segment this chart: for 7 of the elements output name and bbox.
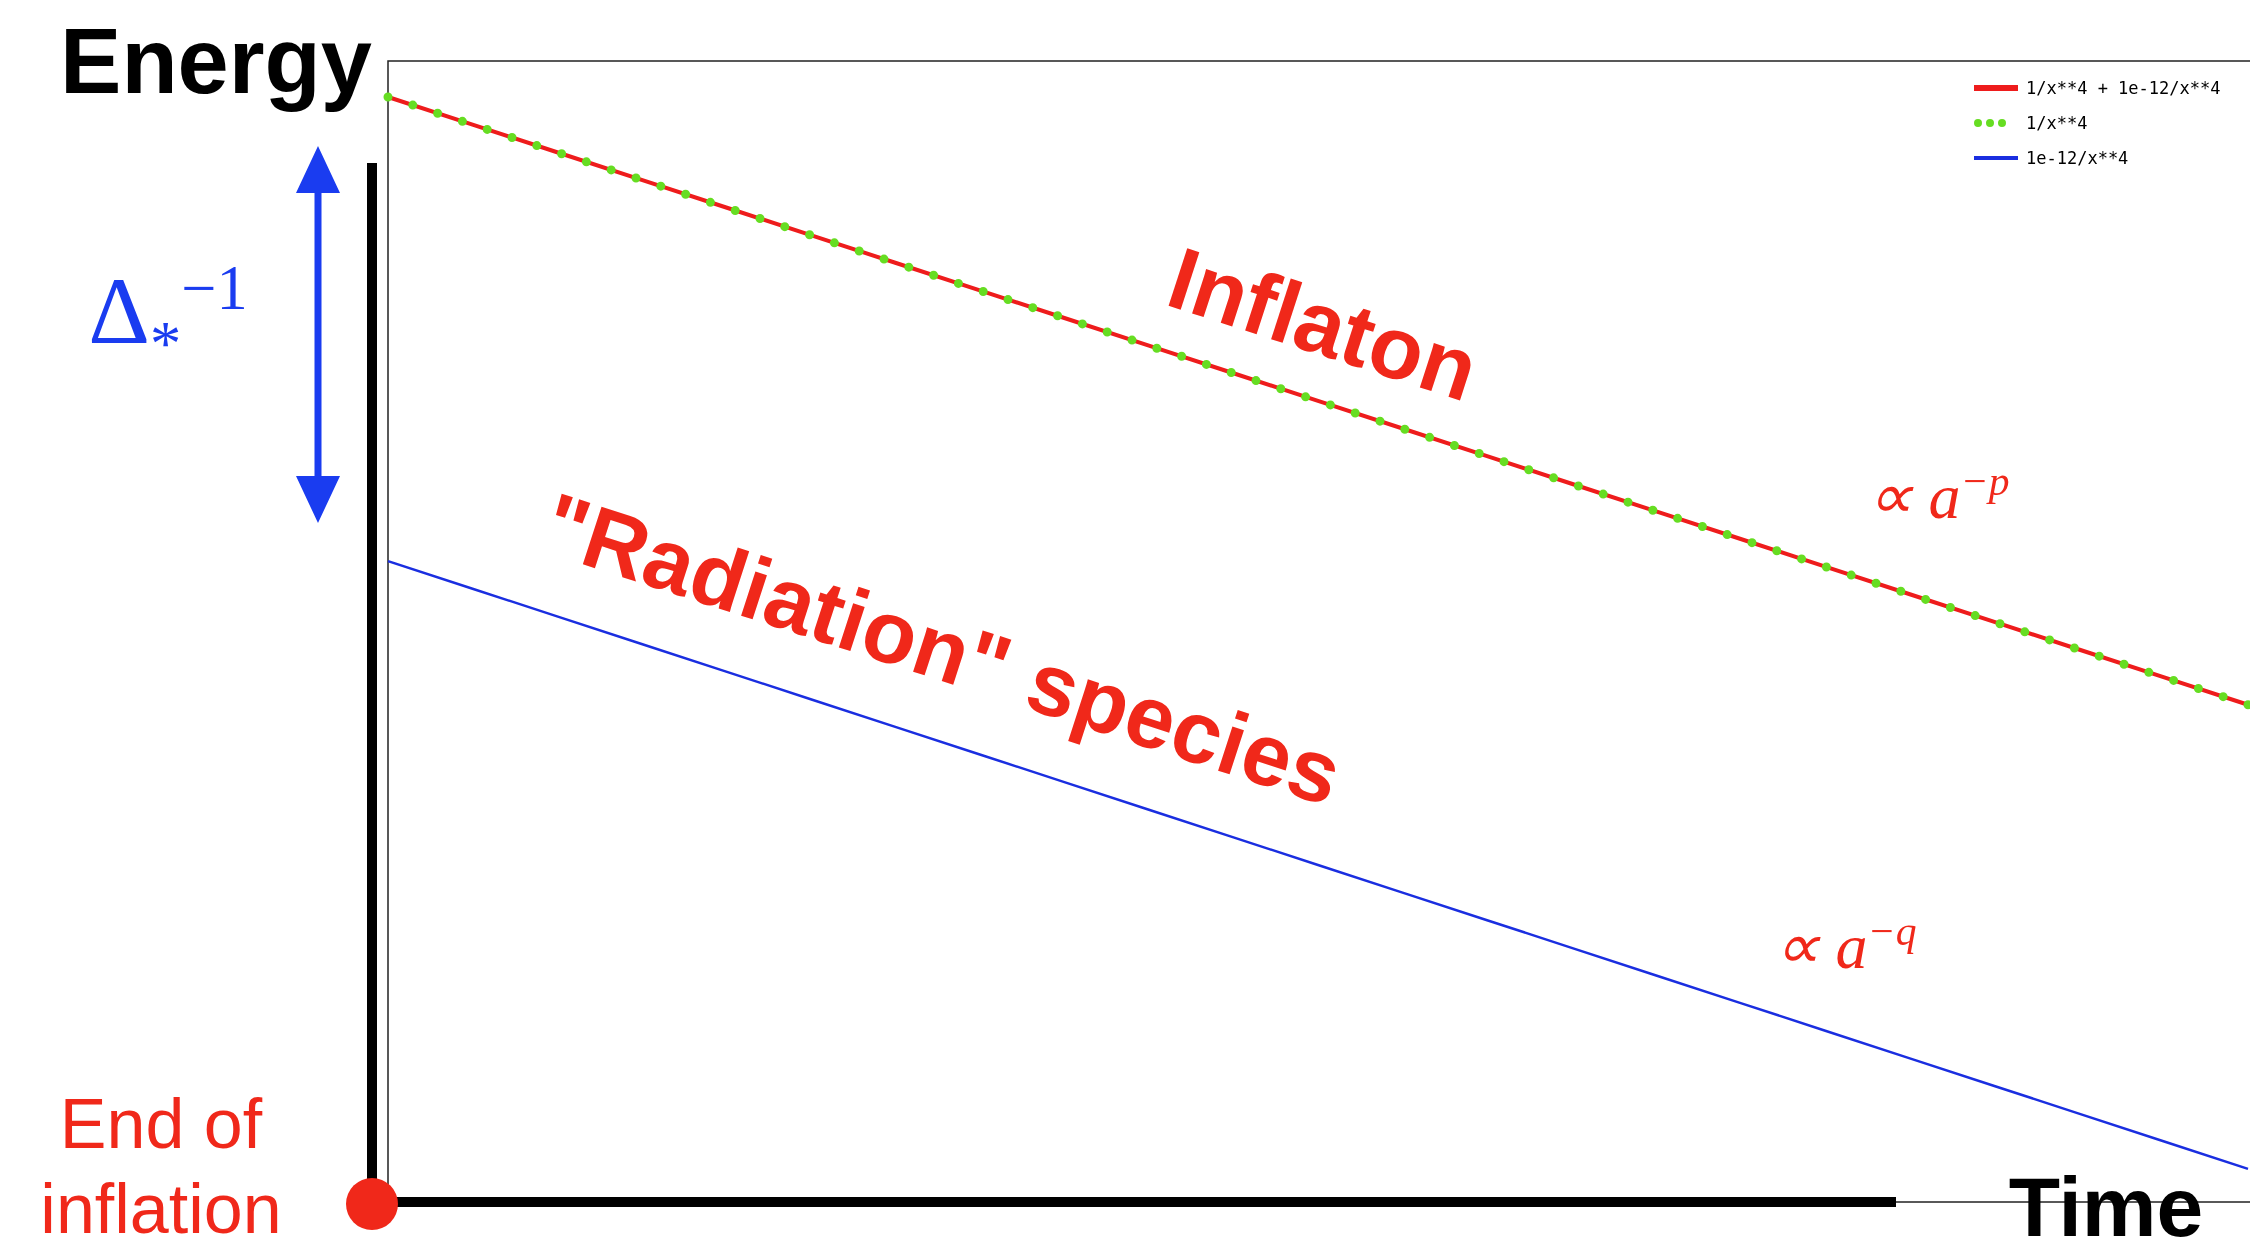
legend-label: 1e-12/x**4: [2026, 148, 2129, 168]
legend-label: 1/x**4: [2026, 113, 2088, 133]
annotation: ∝ a$^{−p}$: [1866, 457, 2010, 532]
text: End of inflation: [40, 1085, 282, 1244]
annotation: ∝ a$^{−q}$: [1773, 907, 1917, 982]
legend-label: 1/x**4 + 1e-12/x**4: [2026, 78, 2221, 98]
y-axis-title: Energy: [60, 10, 372, 112]
